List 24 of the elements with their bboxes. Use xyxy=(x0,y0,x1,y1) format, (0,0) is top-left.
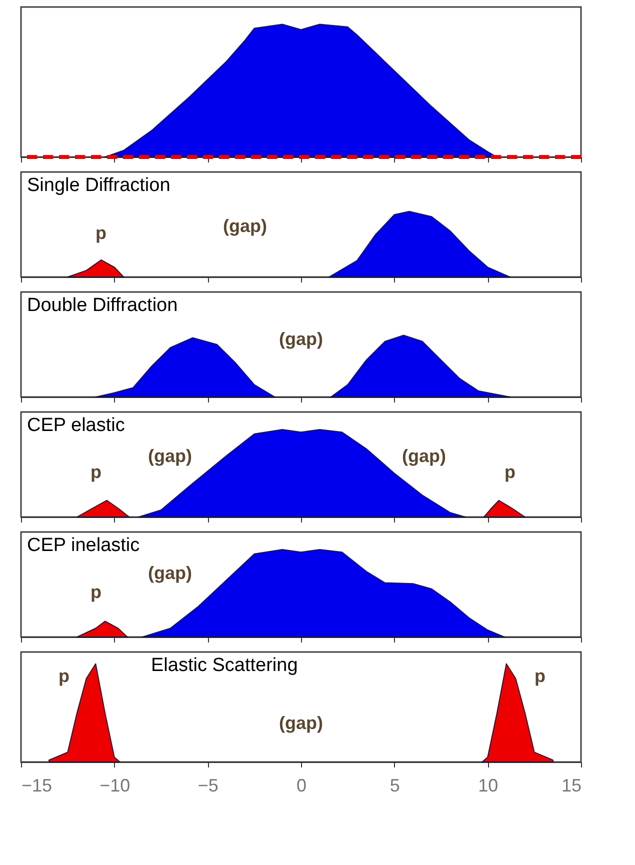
annotation: (gap) xyxy=(223,216,267,236)
x-tick-label: 5 xyxy=(390,776,400,796)
x-tick-label: 0 xyxy=(296,776,307,796)
x-tick-label: −10 xyxy=(100,776,130,796)
x-tick-label: −15 xyxy=(22,776,52,796)
x-tick-label: 15 xyxy=(561,776,582,796)
chart-title: CEP inelastic xyxy=(27,535,140,556)
chart-title: Single Diffraction xyxy=(27,175,170,196)
annotation: p xyxy=(90,462,102,482)
annotation: p xyxy=(96,223,106,243)
annotation: p xyxy=(504,462,516,482)
annotation: (gap) xyxy=(279,329,323,349)
chart-title: CEP elastic xyxy=(27,415,125,436)
x-tick-label: 10 xyxy=(478,776,498,796)
x-tick-label: −5 xyxy=(198,776,218,796)
annotation: (gap) xyxy=(148,563,192,583)
annotation: (gap) xyxy=(402,446,446,466)
annotation: (gap) xyxy=(148,446,192,466)
annotation: p xyxy=(534,666,546,686)
chart-title: Double Diffraction xyxy=(27,295,178,316)
annotation: (gap) xyxy=(279,713,323,733)
annotation: p xyxy=(90,582,102,602)
chart-title: Elastic Scattering xyxy=(151,655,298,676)
annotation: p xyxy=(58,666,70,686)
